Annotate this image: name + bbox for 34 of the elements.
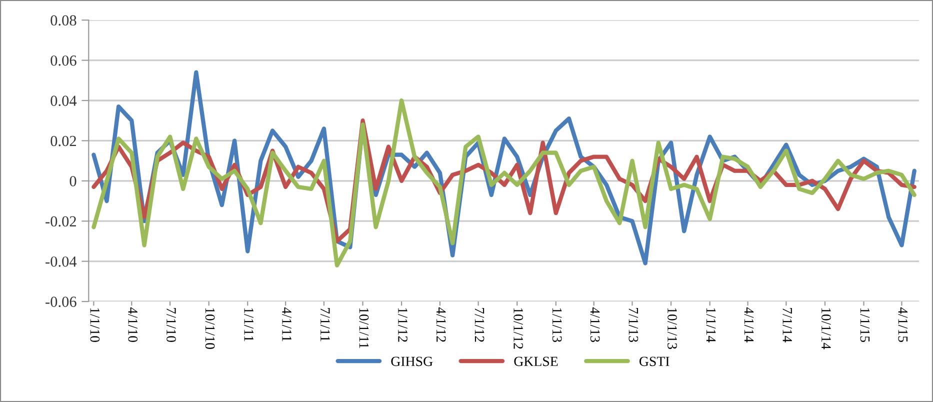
line-series <box>92 98 916 268</box>
legend-label: GSTI <box>640 356 670 366</box>
x-tick-label: 4/1/12 <box>436 307 446 342</box>
x-tick-label: 1/1/15 <box>860 308 870 342</box>
x-tick-label: 10/1/13 <box>668 308 677 349</box>
x-tick-label: 4/1/14 <box>744 307 754 342</box>
x-tick-label: 1/1/13 <box>552 308 562 342</box>
x-tick-label: 4/1/15 <box>898 307 908 342</box>
x-tick-label: 7/1/13 <box>628 308 638 342</box>
x-tick-label: 10/1/14 <box>821 308 831 350</box>
x-tick-label: 7/1/11 <box>320 308 330 342</box>
x-tick-label: 1/1/14 <box>706 308 716 342</box>
legend-label: GIHSG <box>391 356 433 366</box>
x-tick-label: 7/1/14 <box>782 308 792 342</box>
x-tick-label: 1/1/10 <box>90 308 100 342</box>
y-tick-label: -0.06 <box>46 296 76 308</box>
x-tick-label: 10/1/12 <box>514 308 523 349</box>
legend-label: GKLSE <box>514 356 558 366</box>
x-tick-label: 10/1/10 <box>205 308 215 349</box>
x-tick-label: 1/1/11 <box>244 308 254 342</box>
y-tick-label: -0.04 <box>46 256 77 267</box>
y-tick-label: 0.08 <box>50 15 76 26</box>
y-tick-label: 0 <box>70 176 76 186</box>
x-tick-label: 4/1/10 <box>128 307 138 342</box>
y-tick-label: 0.06 <box>50 55 76 66</box>
x-tick-label: 7/1/12 <box>474 308 484 342</box>
x-tick-label: 10/1/11 <box>359 308 369 348</box>
y-tick-label: -0.02 <box>46 216 76 227</box>
x-tick-label: 4/1/11 <box>282 307 292 342</box>
y-tick-label: 0.04 <box>50 96 77 106</box>
x-tick-label: 7/1/10 <box>166 308 176 342</box>
y-tick-label: 0.02 <box>50 136 76 146</box>
x-tick-label: 4/1/13 <box>590 307 600 342</box>
x-tick-label: 1/1/12 <box>398 308 408 342</box>
